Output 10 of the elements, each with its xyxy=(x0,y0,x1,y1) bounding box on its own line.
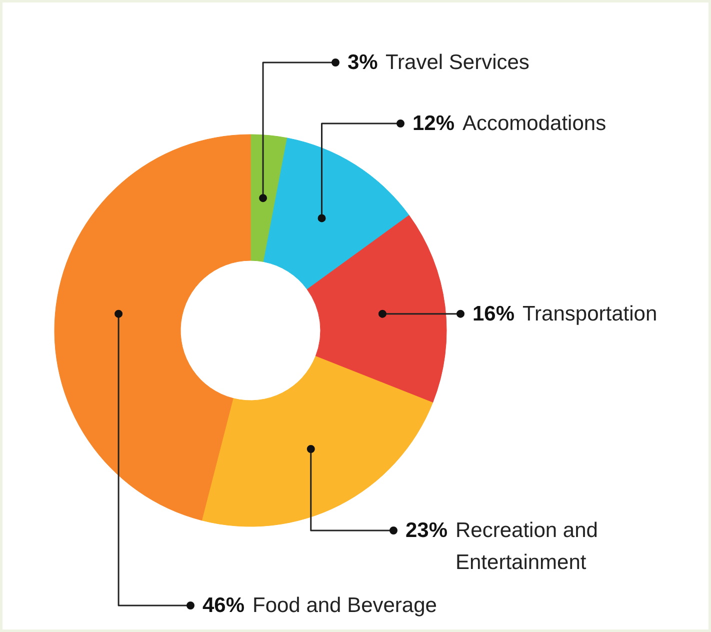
slice-label: Transportation xyxy=(522,302,658,326)
data-label: 3% xyxy=(348,51,378,74)
slice-label: Travel Services xyxy=(386,51,530,74)
data-label: 46% xyxy=(202,594,245,617)
slice-label: Accomodations xyxy=(462,112,606,135)
slice-label: Recreation and Entertainment xyxy=(456,519,598,574)
data-label: 23% xyxy=(406,519,448,542)
data-label: 12% xyxy=(412,112,455,135)
slice-label: Food and Beverage xyxy=(252,594,437,617)
data-label: 16% xyxy=(472,302,515,326)
